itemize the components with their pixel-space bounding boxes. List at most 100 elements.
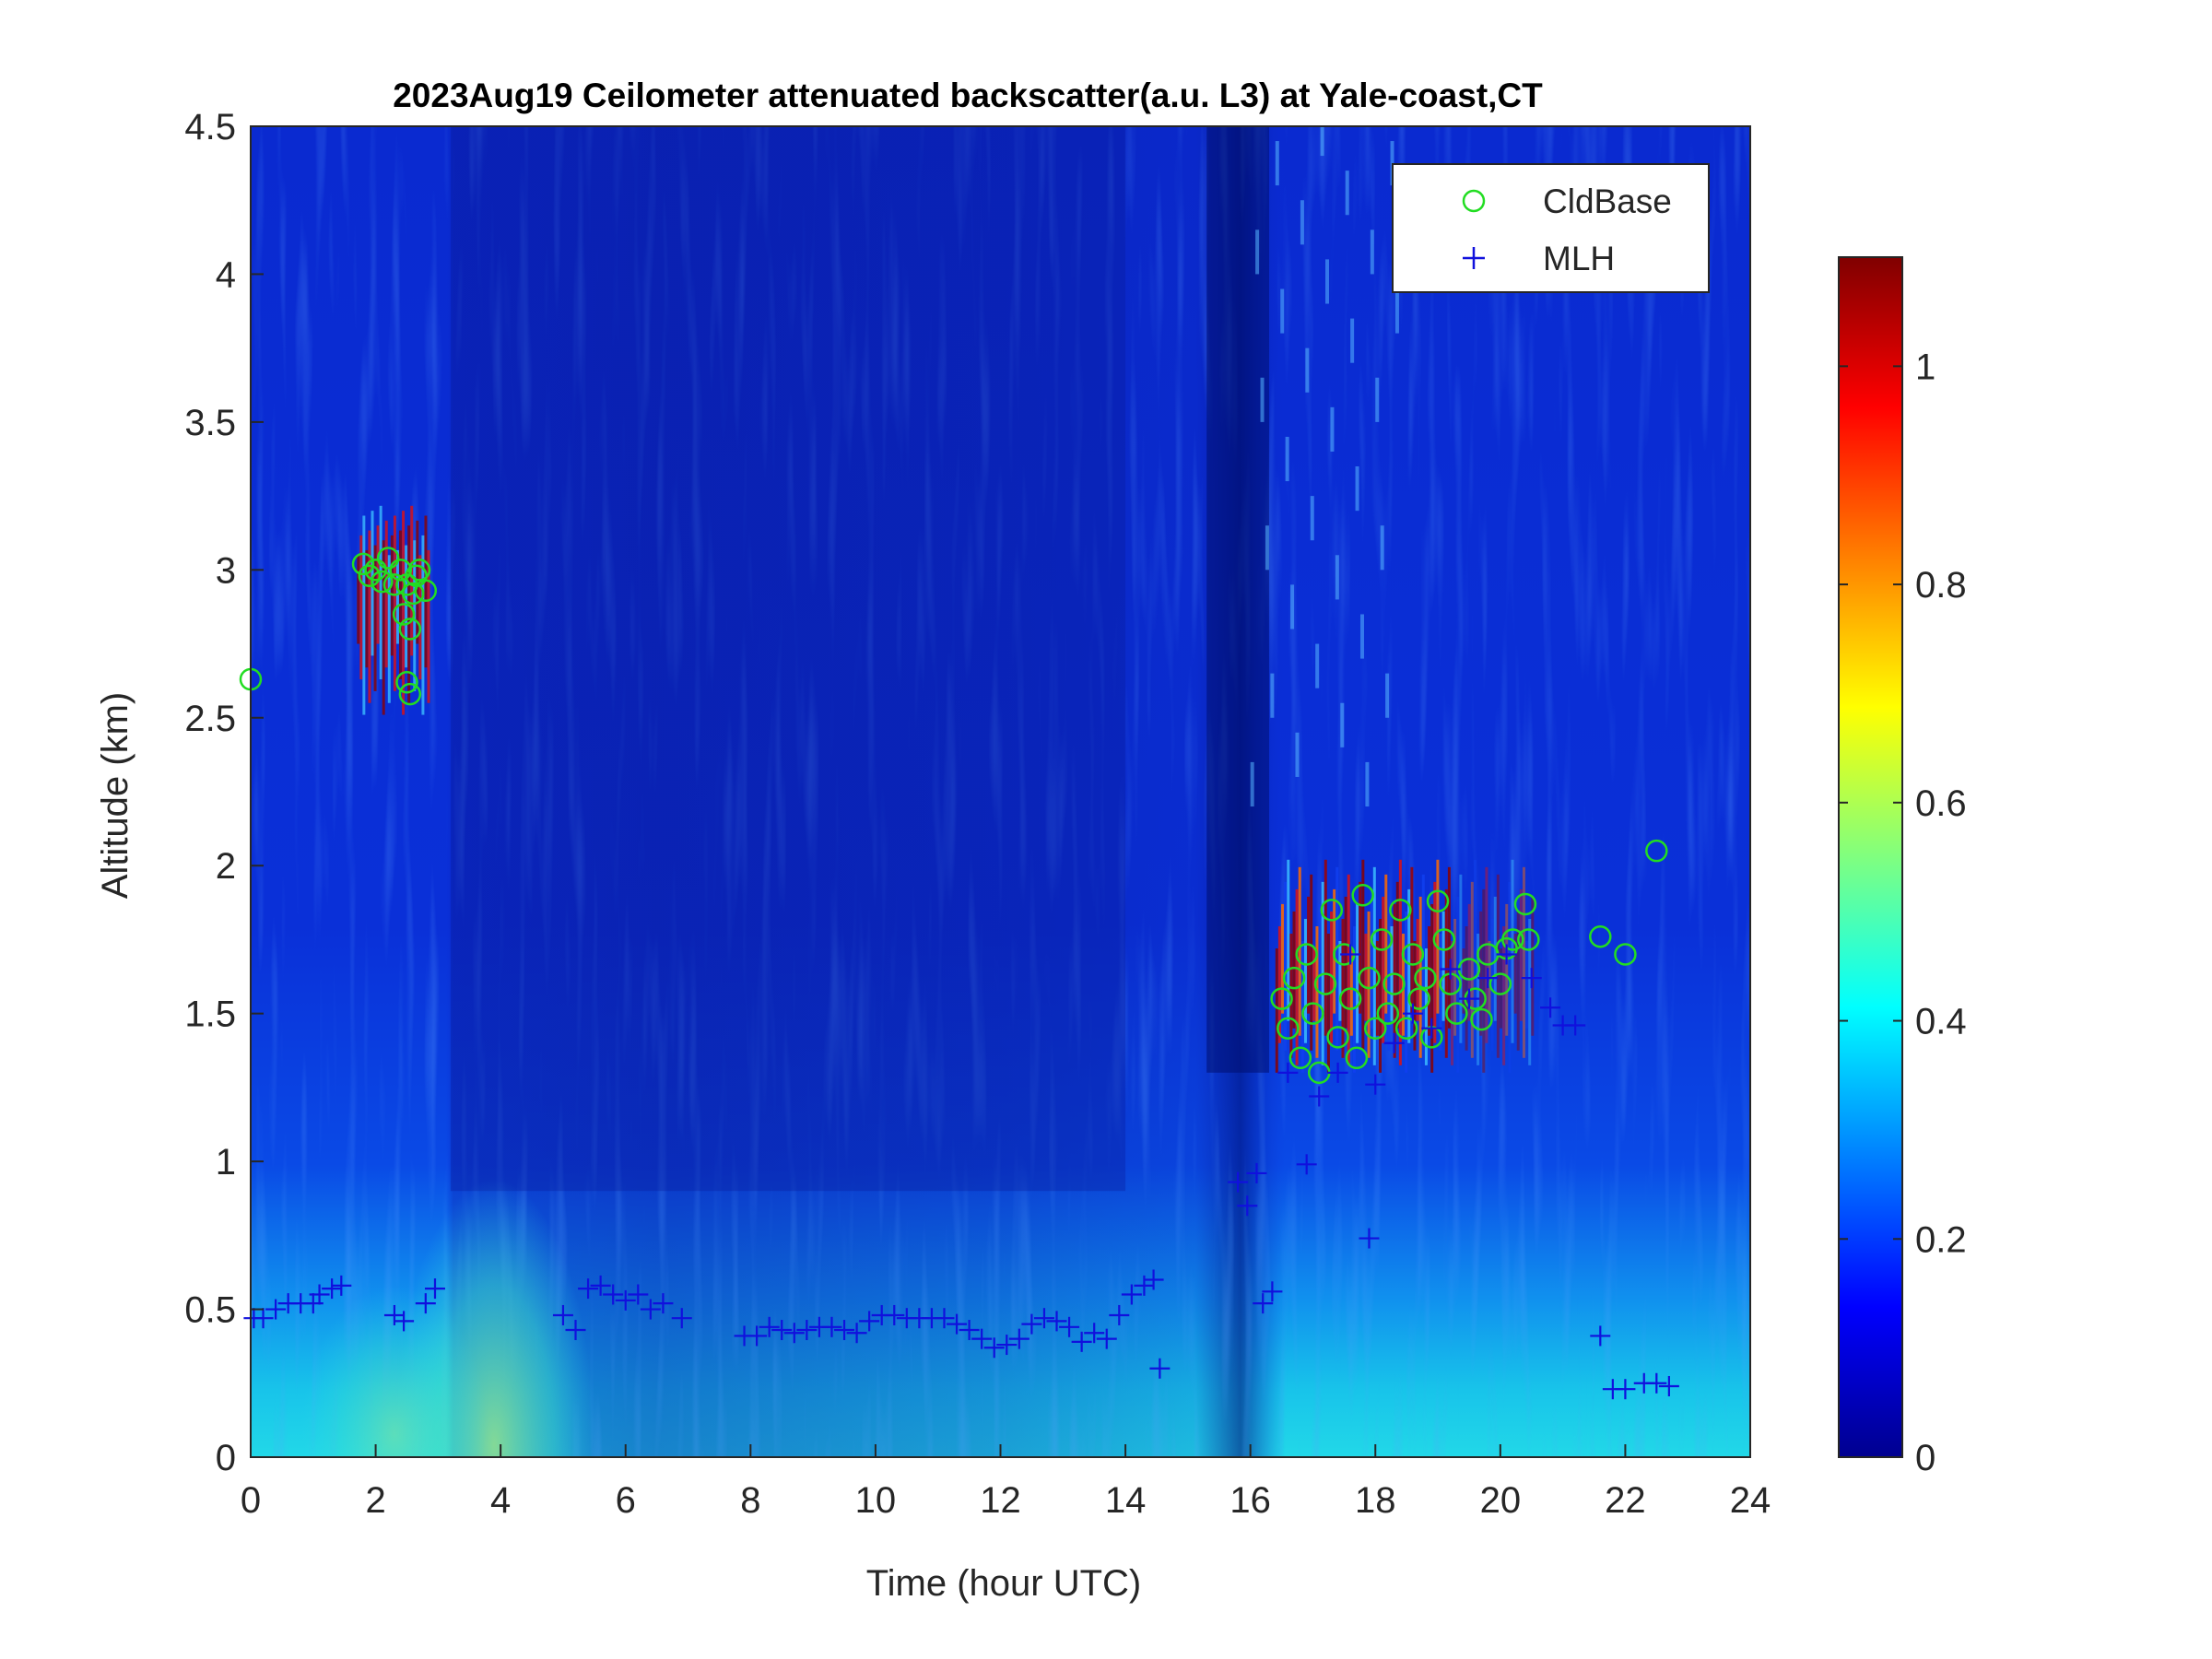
cldbase-point	[376, 547, 400, 570]
cldbase-point	[1589, 924, 1612, 948]
mlh-point	[1296, 1154, 1317, 1175]
colorbar-tick-label: 0.4	[1915, 1002, 1967, 1042]
heatmap-cloud-streak	[1519, 888, 1523, 1021]
heatmap-aerosol-streak	[1385, 673, 1390, 718]
heatmap-cloud-streak	[1516, 911, 1520, 1051]
cldbase-point	[1432, 928, 1456, 951]
heatmap-cloud-streak	[407, 525, 411, 703]
heatmap-aerosol-streak	[1295, 732, 1300, 777]
mlh-point	[1059, 1316, 1080, 1337]
heatmap-cloud-streak	[1528, 918, 1532, 1065]
heatmap-cloud-streak	[1485, 866, 1488, 1043]
heatmap-aerosol-streak	[1325, 259, 1330, 304]
cldbase-point	[1517, 928, 1540, 951]
heatmap-cloud-streak	[1352, 926, 1356, 1073]
mlh-point	[1496, 944, 1517, 965]
heatmap-cloud-streak	[402, 511, 406, 715]
mlh-point	[1109, 1304, 1130, 1325]
heatmap-aerosol-streak	[1370, 229, 1374, 275]
heatmap-cloud-streak	[1430, 903, 1434, 1073]
mlh-point	[947, 1313, 968, 1335]
cldbase-point	[1445, 1002, 1468, 1025]
axes: 0 2 4 6 8 10 12 14 16 18 20 22 2400.511.522.533.544.…	[184, 107, 1771, 1521]
mlh-point	[1458, 988, 1479, 1009]
mlh-point	[1440, 959, 1461, 980]
heatmap-aerosol-streak	[1340, 702, 1345, 747]
x-tick-label: 22	[1605, 1480, 1646, 1521]
heatmap-cloud-streak	[1500, 948, 1503, 1029]
mlh-point	[653, 1293, 674, 1314]
mlh-point	[934, 1308, 955, 1329]
heatmap-cloud-streak	[1473, 859, 1477, 1029]
mlh-point	[1046, 1311, 1067, 1332]
x-tick-label: 20	[1480, 1480, 1522, 1521]
heatmap-cloud-streak	[1459, 874, 1463, 1043]
mlh-point	[265, 1299, 287, 1320]
mlh-point	[1359, 1228, 1380, 1249]
heatmap-cloud-streak	[1479, 911, 1483, 1036]
mlh-point	[1237, 1195, 1258, 1217]
mlh-point	[1277, 1062, 1299, 1083]
heatmap-cloud-streak	[1300, 941, 1304, 1073]
heatmap-aerosol-streak	[1305, 347, 1310, 393]
heatmap-cloud-streak	[1433, 881, 1437, 1043]
heatmap-cloud-streak	[362, 515, 366, 715]
cldbase-point	[364, 559, 387, 582]
cldbase-point	[398, 618, 422, 641]
mlh-point	[1246, 1162, 1267, 1183]
heatmap-aerosol-streak	[1350, 318, 1355, 363]
mlh-point	[1309, 1086, 1330, 1107]
cldbase-point	[1288, 1046, 1312, 1070]
mlh-point	[783, 1323, 805, 1344]
cldbase-point	[392, 603, 416, 626]
heatmap-cloud-streak	[368, 530, 371, 703]
heatmap-cloud-streak	[393, 515, 396, 691]
cldbase-point	[1614, 943, 1637, 966]
heatmap-cloud-streak	[1407, 888, 1411, 1043]
mlh-point	[1033, 1308, 1054, 1329]
heatmap-cloud-streak	[1418, 896, 1422, 1058]
mlh-point	[1565, 1015, 1586, 1036]
heatmap-cloud-streak	[424, 515, 428, 668]
heatmap-features	[300, 126, 1535, 1457]
heatmap-aerosol-streak	[1345, 171, 1349, 216]
heatmap-cloud-streak	[1525, 941, 1529, 1029]
heatmap-cloud-streak	[1303, 918, 1307, 1043]
heatmap-cloud-streak	[1318, 903, 1322, 1029]
mlh-point	[759, 1316, 780, 1337]
heatmap-cloud-streak	[1395, 881, 1399, 1029]
cldbase-point	[395, 671, 418, 694]
heatmap-cloud-streak	[365, 549, 369, 668]
heatmap-cloud-streak	[1384, 874, 1388, 1014]
mlh-point	[309, 1284, 330, 1305]
cldbase-point	[1351, 884, 1374, 907]
mlh-point	[796, 1320, 818, 1341]
heatmap-aerosol-streak	[1394, 288, 1399, 334]
heatmap-cloud-streak	[1367, 911, 1371, 1058]
mlh-point	[983, 1337, 1005, 1359]
y-tick-label: 3.5	[184, 403, 236, 443]
mlh-point	[640, 1299, 661, 1320]
heatmap-aerosol-streak	[1355, 466, 1359, 512]
heatmap-cloud-streak	[384, 520, 388, 668]
cldbase-point	[1326, 1026, 1349, 1049]
cldbase-point	[1320, 899, 1344, 922]
heatmap-cloud-streak	[1490, 918, 1494, 1051]
heatmap-cloud-streak	[1372, 866, 1376, 1065]
cldbase-point	[1513, 892, 1537, 916]
cldbase-point	[1401, 943, 1425, 966]
heatmap-cloud-streak	[1281, 903, 1285, 1014]
mlh-point	[747, 1325, 768, 1347]
mlh-point	[331, 1275, 352, 1296]
mlh-point	[1421, 1018, 1442, 1039]
heatmap-cloud-streak	[1347, 874, 1350, 1065]
mlh-point	[1615, 1379, 1636, 1400]
mlh-point	[590, 1275, 611, 1296]
heatmap-cloud-streak	[1359, 881, 1362, 1014]
y-tick-label: 4.5	[184, 107, 236, 147]
x-tick-label: 18	[1355, 1480, 1396, 1521]
heatmap-cloud-streak	[1456, 896, 1460, 1073]
x-tick-label: 4	[490, 1480, 511, 1521]
mlh-point	[959, 1320, 980, 1341]
cldbase-point	[1338, 987, 1362, 1010]
